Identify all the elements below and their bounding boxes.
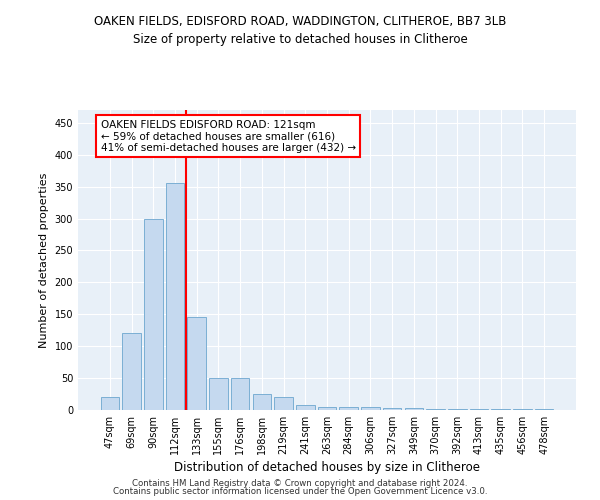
Bar [231, 378, 250, 410]
Bar [187, 318, 206, 410]
Bar [122, 334, 141, 410]
Bar [318, 407, 336, 410]
Bar [166, 184, 184, 410]
Bar [296, 405, 314, 410]
X-axis label: Distribution of detached houses by size in Clitheroe: Distribution of detached houses by size … [174, 461, 480, 474]
Bar [209, 378, 227, 410]
Bar [274, 397, 293, 410]
Text: Size of property relative to detached houses in Clitheroe: Size of property relative to detached ho… [133, 32, 467, 46]
Bar [101, 397, 119, 410]
Text: Contains public sector information licensed under the Open Government Licence v3: Contains public sector information licen… [113, 487, 487, 496]
Bar [340, 407, 358, 410]
Bar [253, 394, 271, 410]
Bar [404, 408, 423, 410]
Y-axis label: Number of detached properties: Number of detached properties [39, 172, 49, 348]
Bar [383, 408, 401, 410]
Text: OAKEN FIELDS, EDISFORD ROAD, WADDINGTON, CLITHEROE, BB7 3LB: OAKEN FIELDS, EDISFORD ROAD, WADDINGTON,… [94, 15, 506, 28]
Bar [144, 218, 163, 410]
Text: Contains HM Land Registry data © Crown copyright and database right 2024.: Contains HM Land Registry data © Crown c… [132, 478, 468, 488]
Bar [361, 407, 380, 410]
Text: OAKEN FIELDS EDISFORD ROAD: 121sqm
← 59% of detached houses are smaller (616)
41: OAKEN FIELDS EDISFORD ROAD: 121sqm ← 59%… [101, 120, 356, 153]
